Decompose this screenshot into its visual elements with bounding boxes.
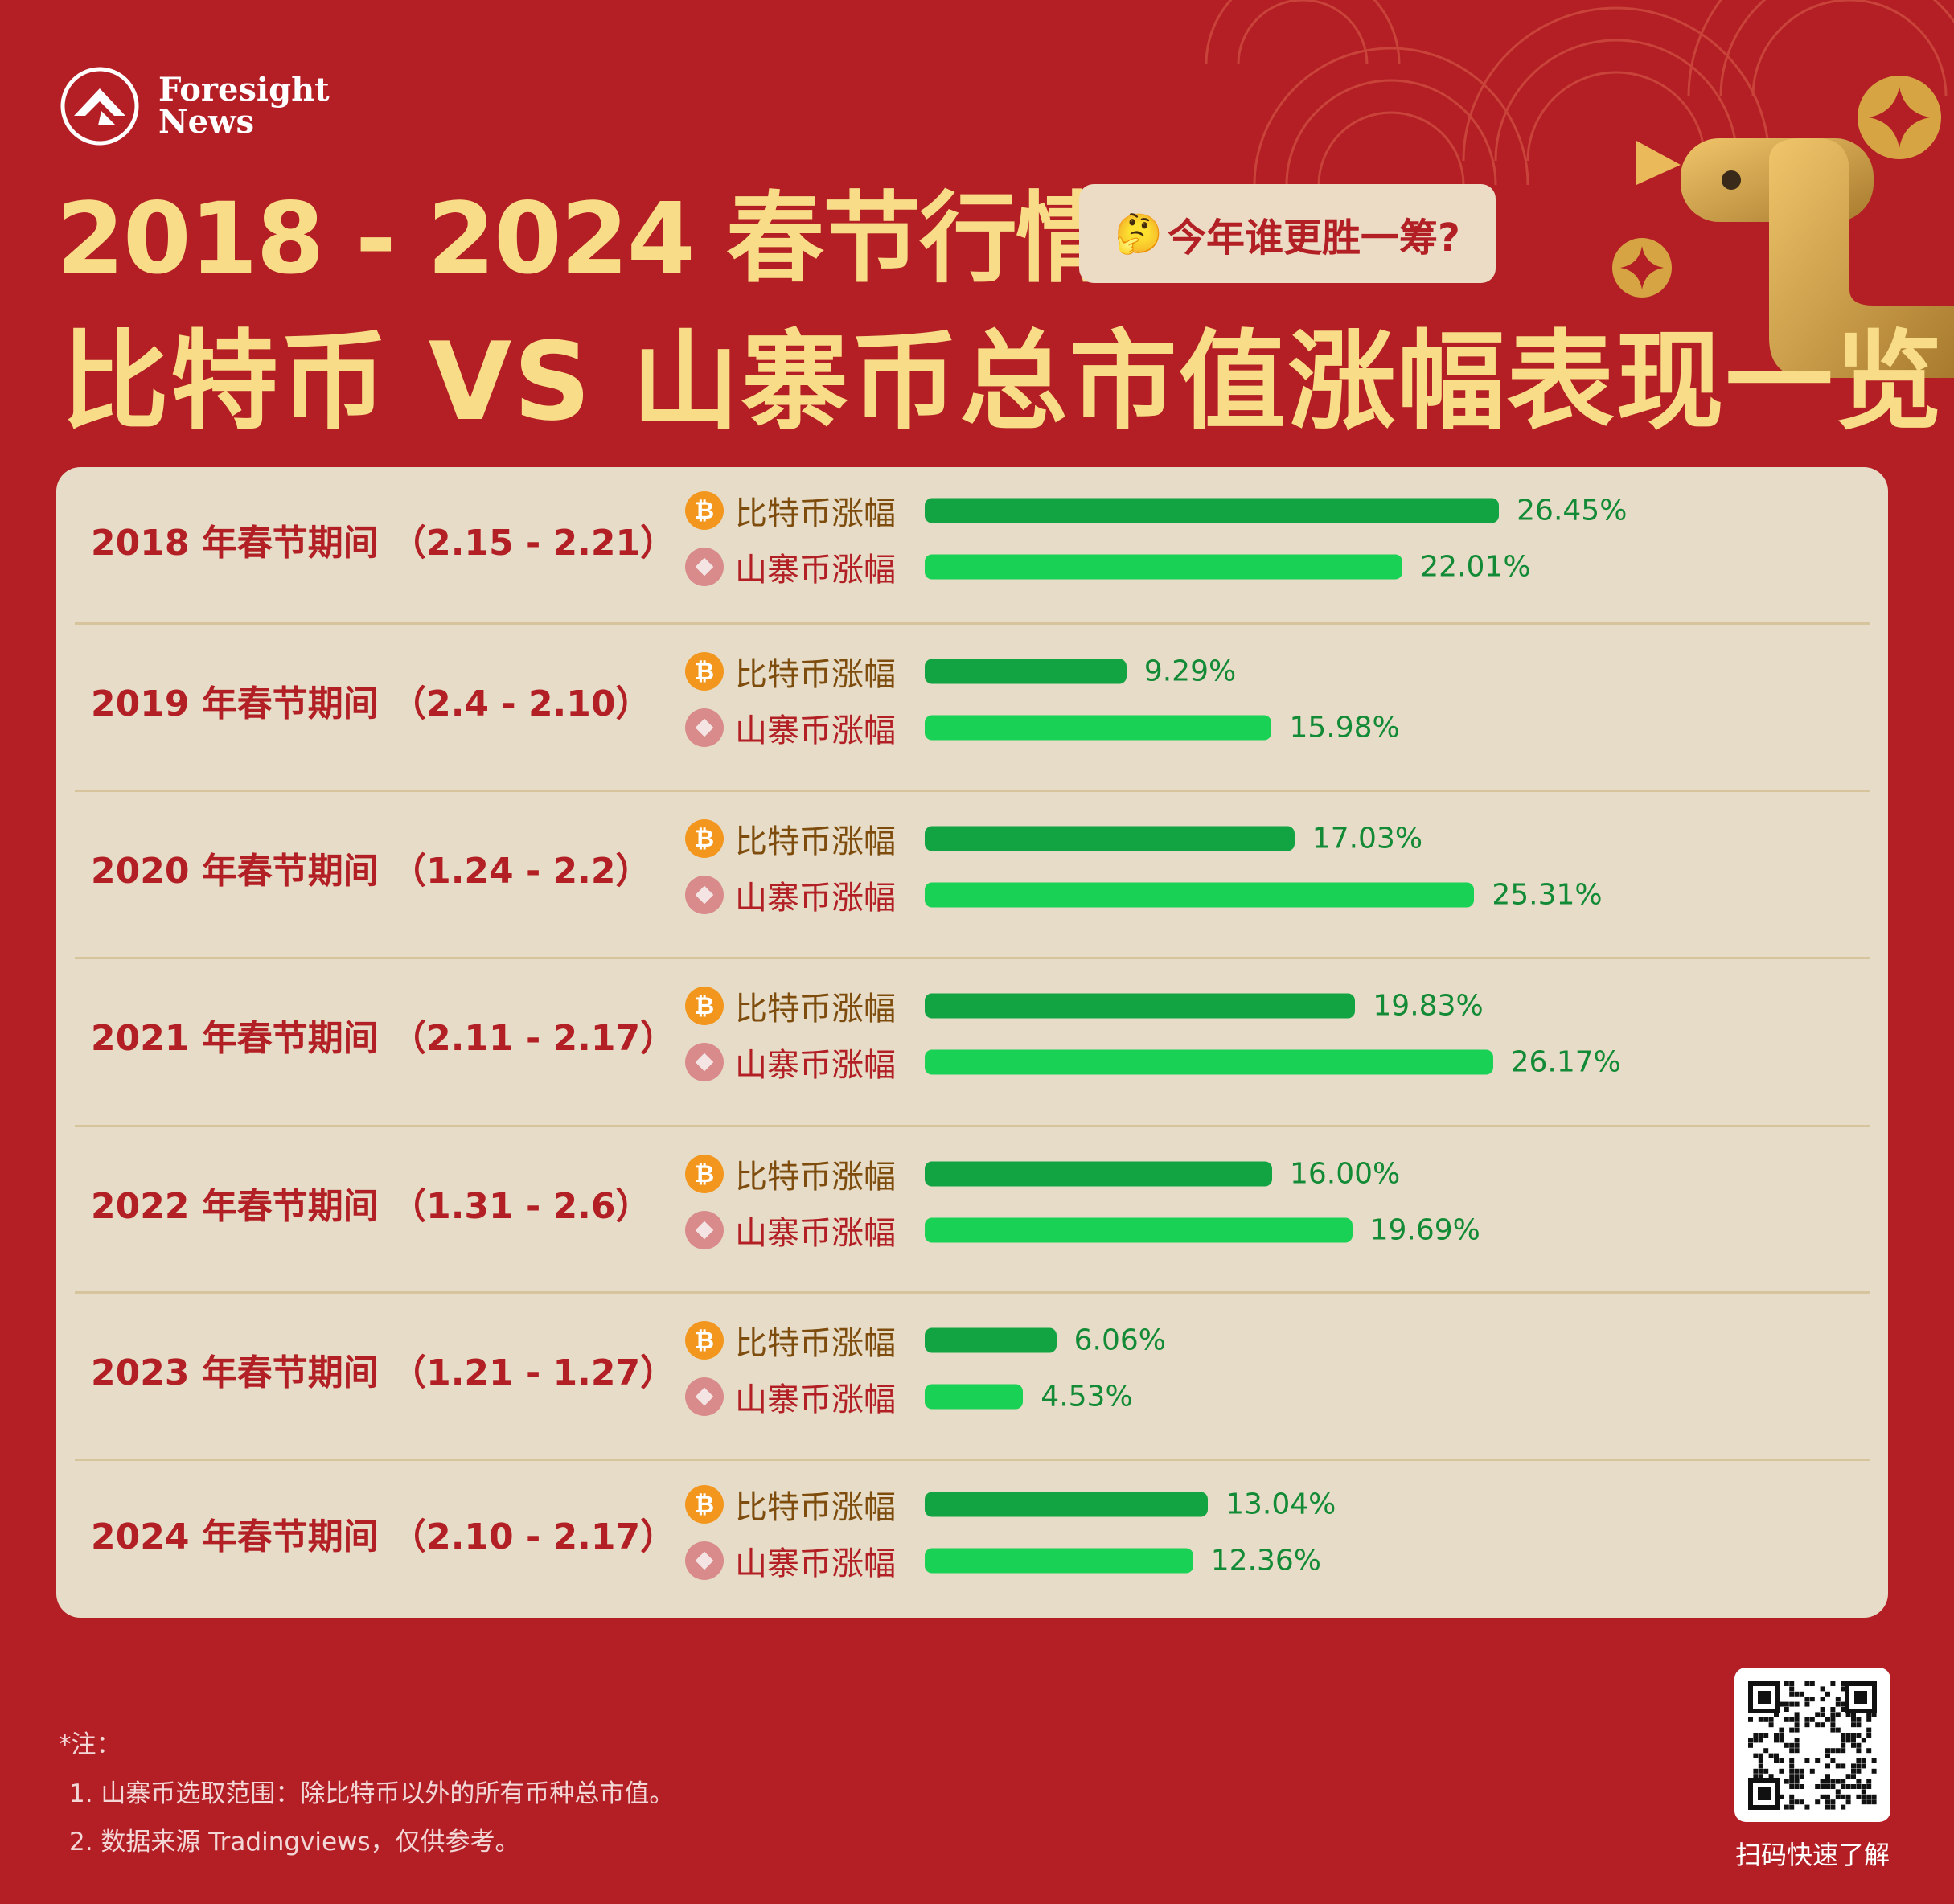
altcoin-bar bbox=[925, 554, 1403, 580]
series-label: 比特币涨幅 bbox=[735, 656, 896, 693]
value-label: 19.83% bbox=[1373, 989, 1484, 1023]
bitcoin-icon: ₿ bbox=[685, 1321, 724, 1360]
bitcoin-icon: ₿ bbox=[685, 987, 724, 1025]
series-label: 山寨币涨幅 bbox=[735, 1545, 896, 1582]
period-label: 2023 年春节期间 （1.21 - 1.27） bbox=[91, 1352, 676, 1393]
row-divider bbox=[75, 622, 1870, 625]
row-divider bbox=[75, 957, 1870, 959]
page-title-line1: 2018 - 2024 春节行情 bbox=[56, 182, 1114, 296]
series-label: 山寨币涨幅 bbox=[735, 1215, 896, 1252]
chart-row: 2023 年春节期间 （1.21 - 1.27） ₿ 比特币涨幅 6.06% 山寨币涨幅… bbox=[56, 1292, 1888, 1459]
note-title: *注： bbox=[59, 1730, 121, 1759]
altcoin-bar bbox=[925, 882, 1475, 908]
period-label: 2022 年春节期间 （1.31 - 2.6） bbox=[91, 1186, 651, 1227]
btc-bar bbox=[925, 1161, 1272, 1187]
btc-bar bbox=[925, 659, 1127, 684]
value-label: 4.53% bbox=[1041, 1380, 1133, 1414]
note-2: 2. 数据来源 Tradingviews，仅供参考。 bbox=[69, 1828, 520, 1857]
value-label: 25.31% bbox=[1492, 878, 1603, 912]
bitcoin-icon: ₿ bbox=[685, 819, 724, 858]
qr-code-pattern-icon bbox=[1748, 1681, 1877, 1810]
brand-name-line2: News bbox=[158, 103, 254, 141]
chart-row: 2018 年春节期间 （2.15 - 2.21） ₿ 比特币涨幅 26.45% 山寨币涨… bbox=[56, 467, 1888, 623]
foresight-logo-icon bbox=[60, 67, 139, 146]
period-label: 2018 年春节期间 （2.15 - 2.21） bbox=[91, 523, 676, 564]
altcoin-bar bbox=[925, 1548, 1193, 1574]
altcoin-bar bbox=[925, 1384, 1024, 1410]
altcoin-diamond-icon bbox=[685, 1541, 724, 1580]
altcoin-diamond-icon bbox=[685, 1043, 724, 1081]
arc-pattern bbox=[1205, 0, 1954, 186]
chart-card: 2018 年春节期间 （2.15 - 2.21） ₿ 比特币涨幅 26.45% 山寨币涨… bbox=[56, 467, 1888, 1618]
value-label: 26.17% bbox=[1510, 1045, 1621, 1079]
chart-row: 2024 年春节期间 （2.10 - 2.17） ₿ 比特币涨幅 13.04% 山寨币涨… bbox=[56, 1459, 1888, 1618]
altcoin-bar bbox=[925, 1049, 1493, 1075]
altcoin-diamond-icon bbox=[685, 1377, 724, 1416]
period-label: 2024 年春节期间 （2.10 - 2.17） bbox=[91, 1516, 676, 1557]
note-1: 1. 山寨币选取范围：除比特币以外的所有币种总市值。 bbox=[69, 1779, 675, 1808]
series-label: 山寨币涨幅 bbox=[735, 1047, 896, 1084]
series-label: 山寨币涨幅 bbox=[735, 880, 896, 917]
series-label: 比特币涨幅 bbox=[735, 991, 896, 1028]
snake-illustration bbox=[1636, 138, 1954, 378]
qr-code[interactable] bbox=[1734, 1668, 1890, 1822]
period-label: 2019 年春节期间 （2.4 - 2.10） bbox=[91, 683, 651, 724]
series-label: 比特币涨幅 bbox=[735, 823, 896, 860]
qr-caption: 扫码快速了解 bbox=[1734, 1840, 1890, 1870]
series-label: 山寨币涨幅 bbox=[735, 712, 896, 749]
bitcoin-icon: ₿ bbox=[685, 1485, 724, 1524]
btc-bar bbox=[925, 498, 1500, 523]
badge-text: 今年谁更胜一筹? bbox=[1167, 215, 1460, 261]
thinking-face-icon: 🤔 bbox=[1115, 211, 1163, 256]
btc-bar bbox=[925, 826, 1295, 851]
value-label: 15.98% bbox=[1289, 711, 1400, 745]
chart-row: 2022 年春节期间 （1.31 - 2.6） ₿ 比特币涨幅 16.00% 山寨币涨幅… bbox=[56, 1126, 1888, 1292]
subtitle-badge: 🤔 今年谁更胜一筹? bbox=[1079, 184, 1496, 283]
series-label: 山寨币涨幅 bbox=[735, 1381, 896, 1418]
series-label: 比特币涨幅 bbox=[735, 1159, 896, 1196]
altcoin-diamond-icon bbox=[685, 1211, 724, 1250]
bitcoin-icon: ₿ bbox=[685, 1155, 724, 1193]
chart-row: 2019 年春节期间 （2.4 - 2.10） ₿ 比特币涨幅 9.29% 山寨币涨幅 1… bbox=[56, 623, 1888, 790]
brand-name-line1: Foresight bbox=[158, 71, 330, 109]
row-divider bbox=[75, 1291, 1870, 1294]
chart-row: 2021 年春节期间 （2.11 - 2.17） ₿ 比特币涨幅 19.83% 山寨币涨… bbox=[56, 958, 1888, 1126]
value-label: 16.00% bbox=[1290, 1157, 1401, 1191]
value-label: 12.36% bbox=[1210, 1544, 1321, 1578]
row-divider bbox=[75, 1125, 1870, 1127]
altcoin-bar bbox=[925, 715, 1272, 741]
bitcoin-icon: ₿ bbox=[685, 491, 724, 530]
btc-bar bbox=[925, 993, 1356, 1019]
page-title-line2: 比特币 VS 山寨币总市值涨幅表现一览 bbox=[61, 319, 1944, 445]
chart-row: 2020 年春节期间 （1.24 - 2.2） ₿ 比特币涨幅 17.03% 山寨币涨幅… bbox=[56, 790, 1888, 958]
value-label: 26.45% bbox=[1517, 494, 1628, 527]
altcoin-diamond-icon bbox=[685, 708, 724, 747]
row-divider bbox=[75, 1459, 1870, 1461]
altcoin-bar bbox=[925, 1217, 1353, 1243]
row-divider bbox=[75, 790, 1870, 792]
value-label: 17.03% bbox=[1312, 822, 1423, 856]
altcoin-diamond-icon bbox=[685, 876, 724, 914]
period-label: 2021 年春节期间 （2.11 - 2.17） bbox=[91, 1018, 676, 1059]
period-label: 2020 年春节期间 （1.24 - 2.2） bbox=[91, 851, 651, 892]
btc-bar bbox=[925, 1327, 1057, 1353]
altcoin-diamond-icon bbox=[685, 548, 724, 586]
btc-bar bbox=[925, 1492, 1209, 1517]
value-label: 22.01% bbox=[1420, 550, 1531, 584]
value-label: 6.06% bbox=[1073, 1323, 1166, 1357]
series-label: 比特币涨幅 bbox=[735, 1325, 896, 1362]
gold-coin-decoration bbox=[1612, 76, 1941, 298]
bitcoin-icon: ₿ bbox=[685, 652, 724, 691]
value-label: 9.29% bbox=[1143, 654, 1237, 688]
value-label: 13.04% bbox=[1225, 1488, 1336, 1521]
series-label: 比特币涨幅 bbox=[735, 1489, 896, 1526]
series-label: 比特币涨幅 bbox=[735, 495, 896, 532]
series-label: 山寨币涨幅 bbox=[735, 552, 896, 589]
value-label: 19.69% bbox=[1369, 1213, 1480, 1247]
